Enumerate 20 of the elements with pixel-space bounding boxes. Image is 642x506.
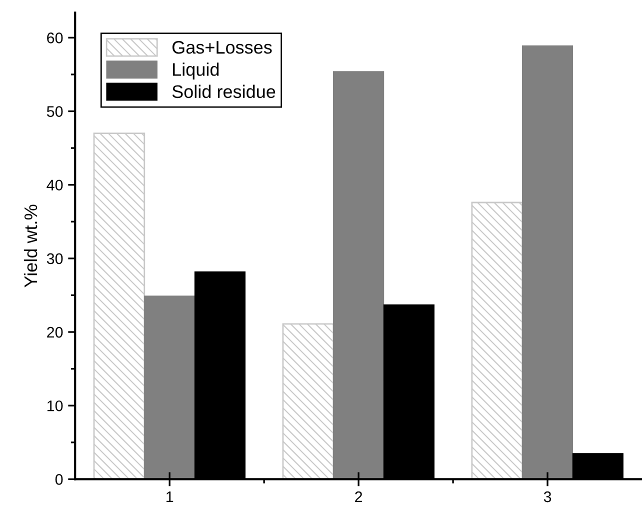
bar <box>282 323 334 480</box>
y-tick-label: 40 <box>46 180 63 191</box>
y-tick-label: 10 <box>47 400 63 412</box>
y-tick-label: 0 <box>55 474 63 485</box>
legend-label: Solid residue <box>172 84 276 98</box>
bar <box>471 202 524 480</box>
legend-label: Liquid <box>173 62 219 80</box>
legend-label: Gas+Losses <box>172 40 272 54</box>
y-tick-label: 20 <box>47 326 63 338</box>
y-tick-label: 60 <box>47 32 63 44</box>
y-tick-label: 30 <box>46 253 63 264</box>
bar <box>144 296 196 480</box>
bar <box>522 45 574 480</box>
bar <box>93 132 146 480</box>
x-tick-label: 1 <box>166 492 174 502</box>
x-tick-label: 3 <box>544 491 552 502</box>
y-tick-label: 50 <box>46 106 63 117</box>
y-axis-title: Yield wt.% <box>24 204 38 288</box>
x-tick-label: 2 <box>355 491 362 502</box>
bar <box>333 71 384 480</box>
